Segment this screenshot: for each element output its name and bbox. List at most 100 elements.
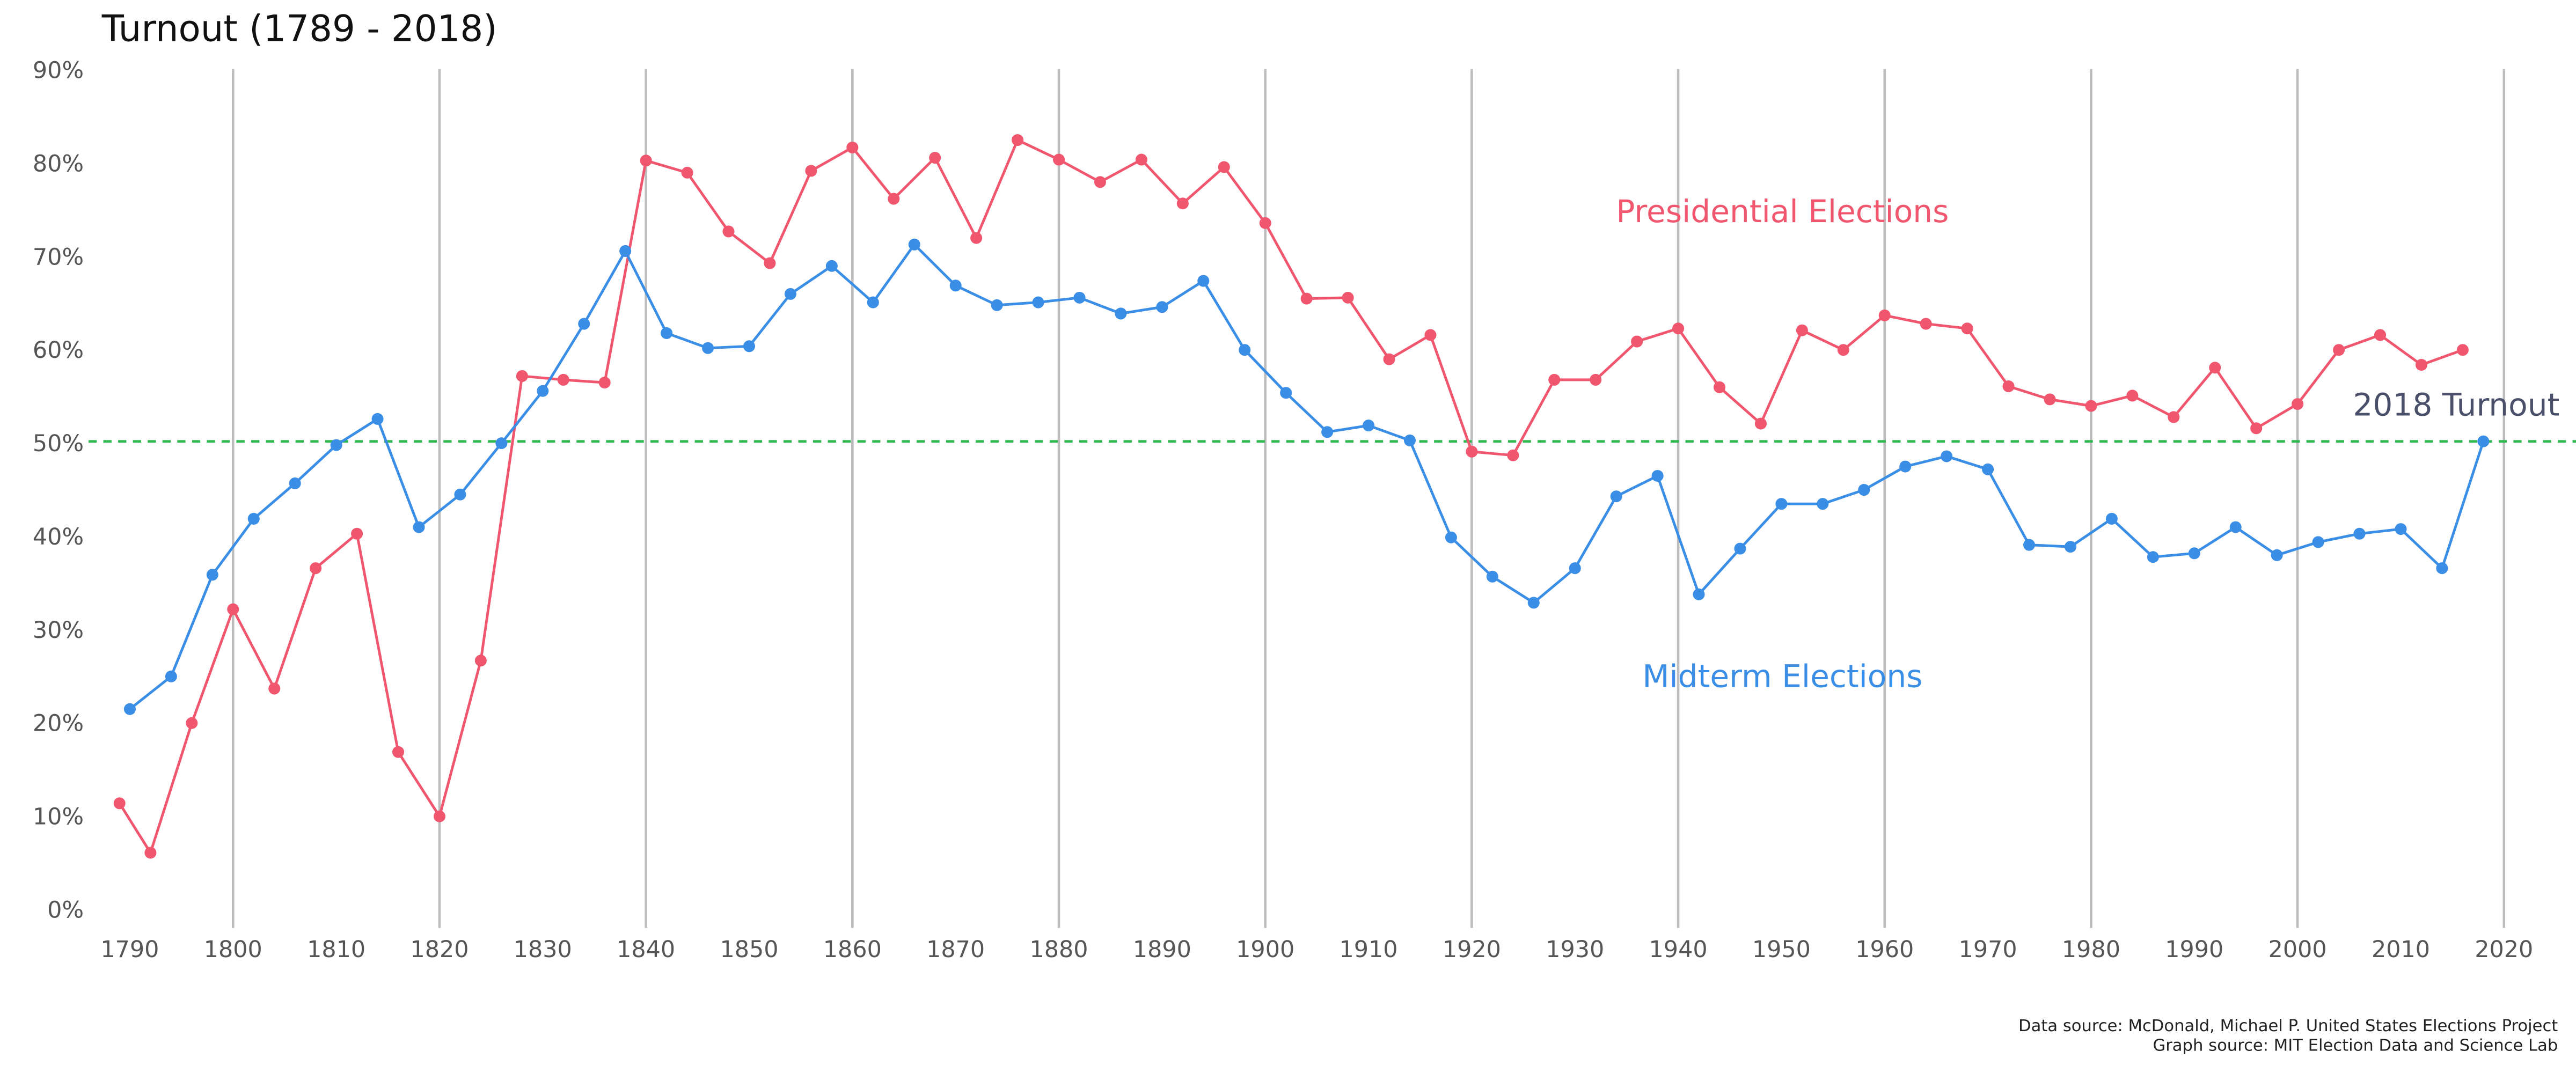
x-tick-label: 1990 (2165, 936, 2223, 963)
x-tick-label: 1790 (100, 936, 159, 963)
data-point (123, 703, 136, 715)
data-point (991, 299, 1003, 311)
data-point (1197, 275, 1210, 287)
x-tick-label: 1910 (1340, 936, 1398, 963)
x-tick-label: 1820 (410, 936, 469, 963)
y-tick-label: 10% (33, 804, 84, 831)
data-point (1218, 161, 1230, 173)
data-point (1012, 134, 1024, 146)
x-tick-label: 1880 (1029, 936, 1088, 963)
y-tick-label: 90% (33, 57, 84, 84)
data-point (1300, 292, 1313, 305)
data-point (1094, 176, 1106, 188)
data-point (743, 340, 756, 352)
data-point (557, 373, 569, 386)
data-point (1135, 153, 1147, 166)
data-point (186, 717, 198, 729)
x-tick-label: 1810 (307, 936, 365, 963)
data-point (1486, 570, 1498, 583)
data-point (1754, 417, 1767, 430)
data-point (846, 141, 859, 153)
data-point (2002, 380, 2015, 393)
data-point (1115, 307, 1127, 320)
data-point (1713, 381, 1726, 393)
data-point (1259, 217, 1271, 229)
data-point (1858, 484, 1870, 496)
source-note: Data source: McDonald, Michael P. United… (2018, 1017, 2558, 1035)
data-point (784, 288, 796, 300)
x-tick-label: 1860 (823, 936, 882, 963)
data-point (2415, 359, 2427, 371)
data-point (2250, 422, 2263, 435)
data-point (2209, 362, 2221, 374)
data-point (1982, 463, 1994, 475)
source-note: Graph source: MIT Election Data and Scie… (2153, 1037, 2558, 1055)
data-point (1837, 344, 1849, 356)
data-point (1280, 387, 1292, 399)
data-point (1920, 318, 1932, 330)
data-point (310, 562, 322, 575)
y-tick-label: 80% (33, 150, 84, 177)
data-point (661, 327, 673, 339)
data-point (227, 603, 239, 615)
data-point (2126, 389, 2139, 402)
data-point (640, 155, 652, 167)
data-point (867, 296, 879, 308)
x-tick-label: 1960 (1855, 936, 1914, 963)
data-point (619, 245, 632, 257)
data-point (598, 377, 611, 389)
data-point (2374, 329, 2387, 341)
data-point (1569, 562, 1581, 575)
data-point (722, 225, 735, 238)
series-line (129, 242, 2485, 710)
data-point (1899, 460, 1912, 473)
data-point (1631, 335, 1643, 348)
data-point (2477, 435, 2490, 447)
data-point (764, 257, 776, 269)
data-point (1548, 373, 1561, 386)
data-point (2147, 551, 2159, 563)
x-tick-label: 1930 (1546, 936, 1604, 963)
data-point (206, 569, 218, 581)
x-tick-label: 1950 (1752, 936, 1811, 963)
data-point (1651, 469, 1664, 482)
reference-label: 2018 Turnout (2353, 386, 2559, 423)
data-point (2044, 393, 2056, 406)
data-point (1878, 309, 1891, 321)
data-point (495, 437, 508, 450)
data-point (1445, 531, 1457, 543)
data-point (1693, 588, 1705, 600)
data-point (578, 318, 590, 330)
data-point (2353, 527, 2366, 540)
data-point (165, 670, 177, 682)
data-point (1672, 322, 1685, 335)
data-point (2292, 398, 2304, 410)
data-point (433, 810, 445, 822)
x-tick-label: 1940 (1649, 936, 1708, 963)
x-tick-label: 1870 (926, 936, 985, 963)
data-point (2395, 523, 2407, 535)
data-point (1961, 322, 1973, 335)
data-point (805, 165, 817, 177)
x-tick-label: 1900 (1236, 936, 1294, 963)
data-point (1775, 498, 1788, 510)
data-point (1383, 353, 1395, 365)
data-point (888, 193, 900, 205)
data-point (537, 385, 549, 397)
data-point (351, 527, 363, 540)
data-point (392, 746, 405, 758)
y-tick-label: 40% (33, 524, 84, 550)
series-label: Midterm Elections (1642, 658, 1922, 694)
x-tick-label: 1830 (514, 936, 572, 963)
data-point (1817, 498, 1829, 510)
data-point (2436, 562, 2448, 575)
data-point (1176, 197, 1189, 210)
y-tick-label: 0% (47, 896, 84, 923)
data-point (289, 477, 301, 489)
data-point (1342, 291, 1354, 304)
data-point (2333, 344, 2345, 356)
data-point (2456, 344, 2469, 356)
x-tick-label: 1850 (720, 936, 778, 963)
